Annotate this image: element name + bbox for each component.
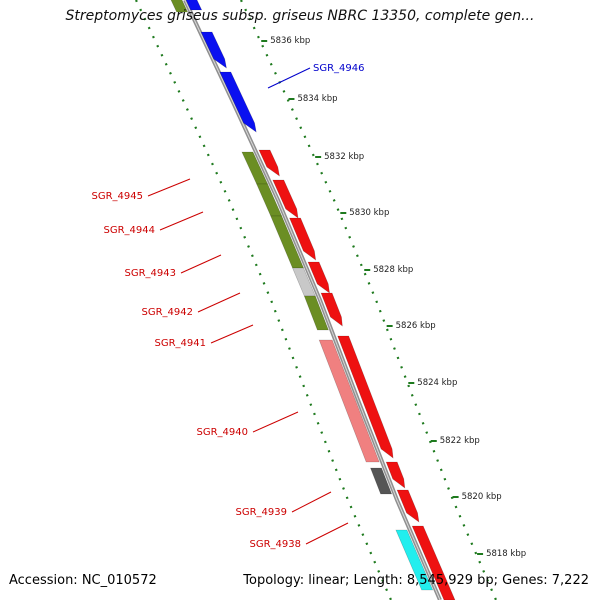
scale-label-9: 5818 kbp bbox=[486, 549, 526, 559]
gene-cyan bbox=[395, 529, 434, 591]
scale-label-4: 5828 kbp bbox=[373, 265, 413, 275]
gene-red-9 bbox=[411, 525, 456, 600]
gene-label-sgr-4939: SGR_4939 bbox=[236, 507, 288, 518]
gene-label-sgr-4941: SGR_4941 bbox=[155, 338, 207, 349]
gene-olive-top bbox=[170, 0, 189, 13]
inner-scale-line bbox=[135, 0, 393, 600]
outer-scale-line bbox=[240, 0, 498, 600]
scale-label-7: 5822 kbp bbox=[440, 436, 480, 446]
leader-sgr-4941 bbox=[210, 324, 254, 344]
page-title: Streptomyces griseus subsp. griseus NBRC… bbox=[65, 8, 535, 24]
gene-label-sgr-4938: SGR_4938 bbox=[250, 539, 302, 550]
scale-label-0: 5836 kbp bbox=[270, 36, 310, 46]
gene-red-6 bbox=[337, 335, 394, 459]
leader-sgr-4939 bbox=[291, 491, 332, 513]
gene-label-sgr-4946: SGR_4946 bbox=[313, 63, 365, 74]
scale-label-6: 5824 kbp bbox=[417, 378, 457, 388]
gene-red-4 bbox=[307, 261, 330, 294]
accession-text: Accession: NC_010572 bbox=[9, 573, 157, 588]
leader-sgr-4940 bbox=[252, 411, 299, 433]
gene-blue-2 bbox=[200, 31, 227, 69]
gene-blue-3 bbox=[219, 71, 257, 133]
leader-sgr-4942 bbox=[197, 292, 241, 313]
backbone-highlight bbox=[184, 0, 441, 600]
gene-olive-4 bbox=[303, 295, 329, 331]
gene-label-sgr-4942: SGR_4942 bbox=[142, 307, 194, 318]
topology-info: Topology: linear; Length: 8,545,929 bp; … bbox=[243, 573, 589, 588]
gene-red-5 bbox=[320, 292, 343, 327]
scale-label-1: 5834 kbp bbox=[297, 94, 337, 104]
leader-sgr-4946 bbox=[267, 67, 311, 89]
leader-sgr-4944 bbox=[159, 211, 204, 231]
scale-label-2: 5832 kbp bbox=[324, 152, 364, 162]
gene-red-1 bbox=[258, 149, 280, 177]
gene-red-7 bbox=[385, 461, 406, 489]
gene-label-sgr-4943: SGR_4943 bbox=[125, 268, 177, 279]
leader-sgr-4945 bbox=[147, 178, 191, 197]
gene-label-sgr-4945: SGR_4945 bbox=[92, 191, 144, 202]
gene-salmon bbox=[318, 339, 380, 463]
scale-label-3: 5830 kbp bbox=[349, 208, 389, 218]
gene-red-3 bbox=[289, 217, 317, 261]
gene-blue-1 bbox=[185, 0, 203, 11]
scale-label-8: 5820 kbp bbox=[462, 492, 502, 502]
gene-red-2 bbox=[272, 179, 299, 219]
gene-label-sgr-4940: SGR_4940 bbox=[197, 427, 249, 438]
scale-label-5: 5826 kbp bbox=[396, 321, 436, 331]
gene-red-8 bbox=[396, 489, 420, 523]
gene-label-sgr-4944: SGR_4944 bbox=[104, 225, 156, 236]
leader-sgr-4943 bbox=[180, 254, 222, 274]
leader-sgr-4938 bbox=[305, 522, 349, 545]
gene-darkgray bbox=[370, 467, 393, 495]
